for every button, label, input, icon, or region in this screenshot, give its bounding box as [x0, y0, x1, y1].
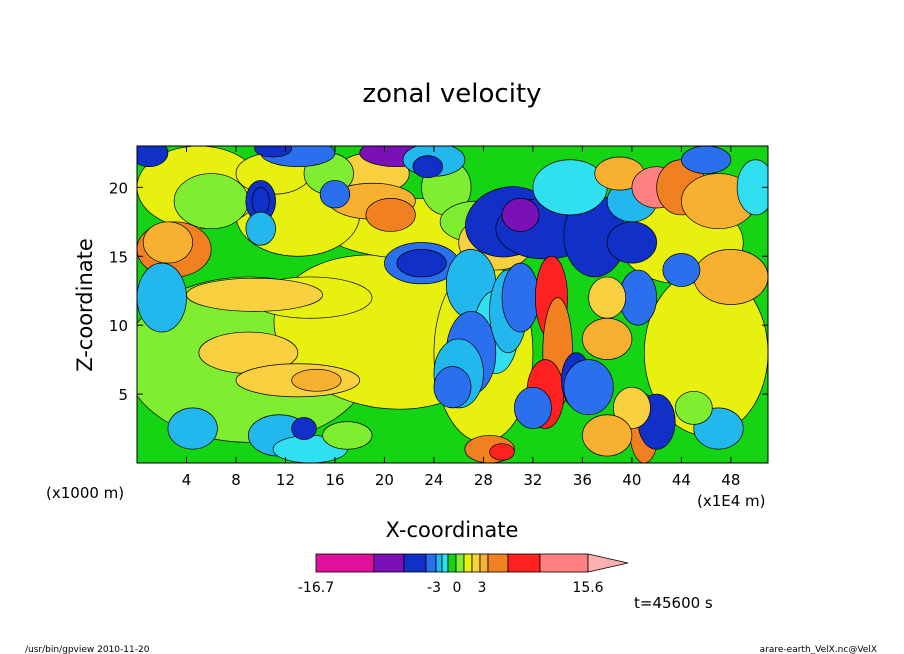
plot-frame [136, 145, 769, 464]
y-tick-label: 15 [109, 248, 128, 266]
velocity-contour-region [322, 421, 373, 450]
velocity-contour-region [167, 407, 218, 450]
velocity-contour-region [681, 146, 732, 174]
velocity-contour-region [173, 173, 249, 230]
colorbar-segment [403, 553, 427, 573]
x-tick-label: 28 [474, 471, 493, 489]
velocity-contour-region [142, 221, 194, 264]
colorbar-segment [315, 553, 375, 573]
velocity-contour-region [501, 262, 540, 333]
velocity-contour-region [662, 253, 701, 287]
x-tick-label: 8 [231, 471, 241, 489]
velocity-contour-region [319, 180, 351, 209]
colorbar-segment [455, 553, 465, 573]
velocity-contour-region [582, 414, 633, 457]
velocity-contour-region [254, 146, 293, 158]
x-axis-label: X-coordinate [386, 518, 519, 542]
velocity-contour-region [251, 186, 270, 216]
plot-area [136, 145, 769, 464]
x-tick-label: 12 [276, 471, 295, 489]
velocity-contour-region [674, 390, 713, 425]
colorbar-segment [425, 553, 437, 573]
velocity-contour-region [514, 386, 552, 429]
y-unit-label: (x1000 m) [46, 484, 124, 502]
colorbar-segment [463, 553, 473, 573]
footer-right: arare-earth_VelX.nc@VelX [760, 645, 877, 654]
colorbar-max-label: 15.6 [572, 580, 603, 596]
velocity-contour-region [186, 277, 323, 312]
y-tick-label: 10 [109, 317, 128, 335]
x-tick-label: 24 [424, 471, 443, 489]
velocity-contour-region [501, 198, 540, 232]
velocity-contour-region [736, 159, 768, 216]
colorbar-segment [539, 553, 589, 573]
x-tick-label: 36 [573, 471, 592, 489]
colorbar-segment [373, 553, 405, 573]
velocity-contour-region [433, 366, 472, 409]
velocity-field [137, 146, 768, 463]
colorbar-segment [479, 553, 489, 573]
colorbar-tick-label: 3 [478, 580, 487, 596]
velocity-contour-region [563, 359, 614, 416]
colorbar [315, 553, 629, 573]
velocity-contour-region [291, 368, 342, 392]
velocity-contour-region [606, 221, 657, 264]
colorbar-segment [447, 553, 457, 573]
x-tick-label: 40 [622, 471, 641, 489]
velocity-contour-region [582, 317, 633, 360]
velocity-contour-region [137, 262, 187, 333]
velocity-contour-region [291, 417, 317, 440]
colorbar-segment [487, 553, 509, 573]
colorbar-segment [507, 553, 541, 573]
velocity-contour-region [245, 211, 276, 246]
x-tick-label: 20 [375, 471, 394, 489]
x-tick-label: 48 [721, 471, 740, 489]
velocity-contour-region [588, 276, 627, 319]
x-tick-label: 16 [325, 471, 344, 489]
x-tick-label: 4 [182, 471, 192, 489]
colorbar-tick-label: -3 [427, 580, 441, 596]
velocity-contour-region [412, 155, 443, 179]
chart-title: zonal velocity [362, 79, 541, 109]
x-tick-label: 44 [672, 471, 691, 489]
velocity-contour-region [365, 198, 416, 232]
colorbar-tick-label: 0 [453, 580, 462, 596]
velocity-contour-region [693, 249, 768, 305]
y-axis: 5 10 15 20 [109, 179, 768, 404]
y-axis-label: Z-coordinate [73, 238, 97, 372]
velocity-contour-region [396, 249, 447, 278]
velocity-contour-region [137, 146, 169, 168]
y-tick-label: 5 [118, 386, 128, 404]
x-tick-label: 32 [523, 471, 542, 489]
footer-left: /usr/bin/gpview 2010-11-20 [25, 645, 150, 654]
time-label: t=45600 s [634, 594, 713, 612]
colorbar-arrow [587, 553, 629, 573]
colorbar-segment [441, 553, 449, 573]
colorbar-segment [435, 553, 443, 573]
velocity-contour-region [612, 386, 651, 429]
colorbar-min-label: -16.7 [298, 580, 334, 596]
y-tick-label: 20 [109, 179, 128, 197]
velocity-contour-region [489, 443, 515, 461]
x-axis: 4 8 12 16 20 24 28 32 36 40 44 48 [182, 146, 740, 489]
x-unit-label: (x1E4 m) [697, 492, 766, 510]
colorbar-segment [471, 553, 481, 573]
